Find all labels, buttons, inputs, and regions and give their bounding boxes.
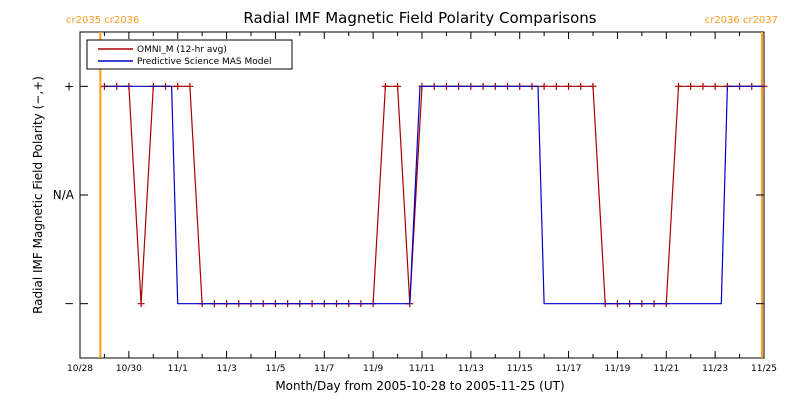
legend-box — [86, 39, 293, 70]
x-tick-label: 11/11 — [409, 364, 435, 374]
x-tick-label: 10/30 — [116, 364, 142, 374]
legend-label-omni: OMNI_M (12-hr avg) — [137, 45, 227, 55]
x-tick-label: 11/23 — [702, 364, 728, 374]
chart-title: Radial IMF Magnetic Field Polarity Compa… — [243, 9, 596, 27]
omni-point — [540, 82, 548, 90]
carrington-label: cr2036 cr2037 — [705, 15, 778, 26]
series-mas — [104, 85, 764, 305]
x-tick-label: 11/19 — [604, 364, 630, 374]
omni-point — [394, 82, 402, 90]
omni-point — [711, 82, 719, 90]
series-omni — [100, 82, 768, 308]
omni-point — [186, 82, 194, 90]
carrington-label: cr2035 cr2036 — [66, 15, 139, 26]
omni-point — [589, 82, 597, 90]
x-tick-label: 11/13 — [458, 364, 484, 374]
omni-point — [552, 82, 560, 90]
omni-point — [577, 82, 585, 90]
legend: OMNI_M (12-hr avg) Predictive Science MA… — [86, 39, 293, 70]
y-axis: + N/A − — [53, 79, 764, 311]
plot-frame — [79, 31, 765, 359]
x-tick-label: 11/9 — [363, 364, 383, 374]
omni-point — [137, 300, 145, 308]
y-tick-label: + — [64, 79, 74, 93]
x-tick-label: 11/15 — [507, 364, 533, 374]
x-tick-label: 11/21 — [653, 364, 679, 374]
omni-point — [174, 82, 182, 90]
x-axis-label: Month/Day from 2005-10-28 to 2005-11-25 … — [275, 379, 564, 393]
legend-label-mas: Predictive Science MAS Model — [137, 57, 272, 67]
x-tick-label: 11/17 — [556, 364, 582, 374]
series-layer — [100, 82, 768, 308]
x-tick-label: 11/1 — [168, 364, 188, 374]
y-axis-label: Radial IMF Magnetic Field Polarity (−,+) — [31, 76, 45, 314]
x-axis: 10/28 10/30 11/1 11/3 11/5 11/7 11/9 11/11 11/13… — [67, 32, 777, 374]
omni-point — [699, 82, 707, 90]
x-tick-label: 11/3 — [216, 364, 236, 374]
omni-line — [104, 85, 764, 305]
x-tick-label: 11/5 — [265, 364, 285, 374]
y-tick-label: − — [64, 297, 74, 311]
x-tick-label: 10/28 — [67, 364, 93, 374]
omni-point — [687, 82, 695, 90]
omni-point — [565, 82, 573, 90]
omni-point — [381, 82, 389, 90]
mas-line — [104, 85, 764, 305]
y-tick-label: N/A — [53, 188, 75, 202]
x-tick-label: 11/7 — [314, 364, 334, 374]
x-tick-label: 11/25 — [751, 364, 777, 374]
omni-point — [675, 82, 682, 90]
